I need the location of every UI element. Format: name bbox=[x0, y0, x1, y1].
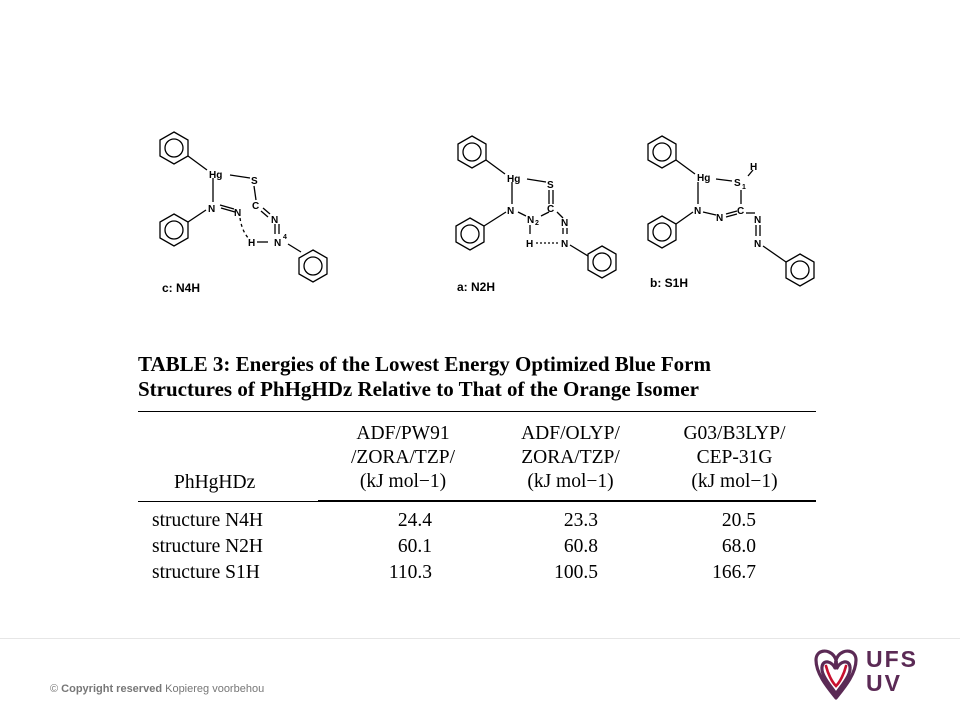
structure-s1h: Hg S 1 H C N N N N b: S1H bbox=[640, 128, 830, 298]
column-header-line: CEP-31G bbox=[696, 447, 773, 468]
atom-s: S bbox=[734, 178, 741, 189]
footer-divider bbox=[0, 638, 960, 639]
atom-s: S bbox=[251, 176, 258, 187]
copyright-text: Kopiereg voorbehou bbox=[165, 683, 265, 695]
column-header-unit: (kJ mol−1) bbox=[527, 471, 614, 492]
atom-n-d: N bbox=[561, 239, 568, 250]
atom-c: C bbox=[737, 206, 744, 217]
column-header-line: ZORA/TZP/ bbox=[521, 447, 620, 468]
column-header-line: /ZORA/TZP/ bbox=[350, 447, 455, 468]
atom-n-b: N bbox=[234, 208, 241, 219]
atom-hg: Hg bbox=[697, 173, 710, 184]
row-label: structure S1H bbox=[152, 562, 260, 583]
cell-value: 166.7 bbox=[712, 562, 756, 583]
logo-line-2: UV bbox=[866, 670, 902, 696]
copyright-bold-text: Copyright reserved bbox=[61, 683, 163, 695]
atom-s: S bbox=[547, 180, 554, 191]
logo-line-1: UFS bbox=[866, 646, 918, 672]
atom-h: H bbox=[248, 238, 255, 249]
column-header-line: ADF/PW91 bbox=[356, 423, 450, 444]
atom-subscript-2: 2 bbox=[535, 220, 539, 227]
table-row: structure N2H 60.1 60.8 68.0 bbox=[138, 534, 816, 560]
atom-subscript-1: 1 bbox=[742, 184, 746, 191]
table-title: TABLE 3: Energies of the Lowest Energy O… bbox=[138, 352, 711, 401]
structure-n2h: Hg S C N N 2 N N H a: N2H bbox=[450, 130, 640, 300]
energies-table-block: TABLE 3: Energies of the Lowest Energy O… bbox=[138, 352, 818, 586]
atom-c: C bbox=[547, 204, 554, 215]
atom-superscript-4: 4 bbox=[283, 234, 287, 241]
column-header-adf-pw91: ADF/PW91 /ZORA/TZP/ (kJ mol−1) bbox=[318, 412, 488, 501]
column-header-unit: (kJ mol−1) bbox=[359, 471, 447, 492]
structure-caption: a: N2H bbox=[457, 280, 495, 294]
ufs-logo-icon bbox=[814, 649, 858, 700]
atom-n-c: N bbox=[271, 215, 278, 226]
atom-hg: Hg bbox=[209, 170, 222, 181]
copyright-notice: © Copyright reserved Kopiereg voorbehou bbox=[50, 683, 264, 695]
table-row: structure S1H 110.3 100.5 166.7 bbox=[138, 560, 816, 586]
structure-n2h-drawing: Hg S C N N 2 N N H a: N2H bbox=[455, 135, 617, 294]
structure-n4h: Hg S C N N N N H 4 c: N4H bbox=[150, 120, 350, 300]
row-label: structure N4H bbox=[152, 510, 264, 531]
atom-n-a: N bbox=[507, 206, 514, 217]
row-header: PhHgHDz bbox=[174, 471, 256, 493]
column-header-line: G03/B3LYP/ bbox=[683, 423, 786, 444]
atom-n-c: N bbox=[561, 218, 568, 229]
structure-caption: b: S1H bbox=[650, 276, 688, 290]
column-header-adf-olyp: ADF/OLYP/ ZORA/TZP/ (kJ mol−1) bbox=[488, 412, 653, 501]
structure-caption: c: N4H bbox=[162, 281, 200, 295]
ufs-logo-text: UFS UV bbox=[866, 647, 926, 695]
cell-value: 60.8 bbox=[563, 536, 598, 557]
cell-value: 68.0 bbox=[721, 536, 756, 557]
atom-n-b: N bbox=[527, 215, 534, 226]
column-header-g03-b3lyp: G03/B3LYP/ CEP-31G (kJ mol−1) bbox=[653, 412, 816, 501]
atom-n-c: N bbox=[754, 215, 761, 226]
cell-value: 24.4 bbox=[397, 510, 432, 531]
column-header-unit: (kJ mol−1) bbox=[691, 471, 778, 492]
energies-table: PhHgHDz ADF/PW91 /ZORA/TZP/ (kJ mol−1) A… bbox=[138, 412, 816, 586]
structure-s1h-drawing: Hg S 1 H C N N N N b: S1H bbox=[647, 135, 815, 290]
atom-h: H bbox=[526, 239, 533, 250]
row-label: structure N2H bbox=[152, 536, 264, 557]
atom-h: H bbox=[750, 162, 757, 173]
atom-n-d: N bbox=[754, 239, 761, 250]
atom-n-b: N bbox=[716, 213, 723, 224]
atom-n-d: N bbox=[274, 238, 281, 249]
cell-value: 23.3 bbox=[563, 510, 598, 531]
atom-c: C bbox=[252, 201, 259, 212]
cell-value: 110.3 bbox=[388, 562, 432, 583]
column-header-line: ADF/OLYP/ bbox=[521, 423, 620, 444]
cell-value: 100.5 bbox=[554, 562, 598, 583]
structure-n4h-drawing: Hg S C N N N N H 4 c: N4H bbox=[159, 131, 328, 295]
atom-n-a: N bbox=[208, 204, 215, 215]
table-top-rule bbox=[138, 411, 816, 412]
atom-n-a: N bbox=[694, 206, 701, 217]
cell-value: 60.1 bbox=[397, 536, 432, 557]
copyright-symbol: © bbox=[50, 683, 59, 695]
atom-hg: Hg bbox=[507, 174, 520, 185]
cell-value: 20.5 bbox=[721, 510, 756, 531]
table-row: structure N4H 24.4 23.3 20.5 bbox=[138, 502, 816, 535]
